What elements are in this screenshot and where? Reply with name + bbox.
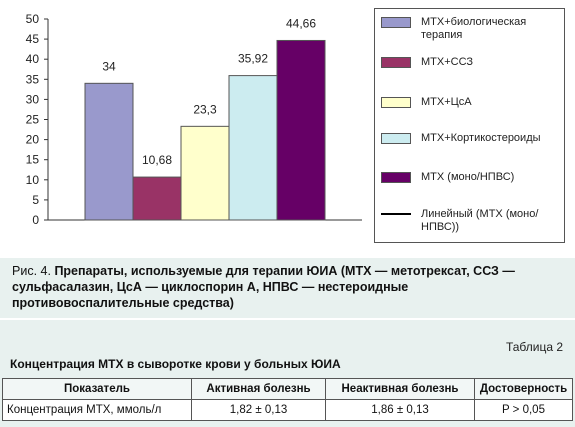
y-tick-label: 50	[26, 12, 40, 26]
legend-label: МТХ+ССЗ	[421, 56, 474, 68]
y-tick-label: 30	[26, 92, 40, 106]
legend-swatch	[381, 133, 411, 144]
y-tick-label: 25	[26, 113, 40, 127]
table-row: Концентрация МТХ, ммоль/л 1,82 ± 0,13 1,…	[2, 399, 573, 421]
legend-label: МТХ+ЦсА	[421, 96, 472, 108]
chart-area: 0 5 10 15 20 25 30 35 40 45 50 34 10,68 23,3 35,92 44,6…	[0, 0, 575, 258]
bar-chart: 0 5 10 15 20 25 30 35 40 45 50 34 10,68 23,3 35,92 44,6…	[26, 12, 362, 227]
legend-label: МТХ (моно/НПВС)	[421, 171, 515, 183]
data-label: 34	[102, 59, 116, 73]
data-label: 10,68	[142, 153, 172, 167]
legend-trendline-swatch	[381, 213, 411, 215]
legend-label: Линейный (МТХ (моно/НПВС))	[421, 208, 539, 233]
data-table: Показатель Активная болезнь Неактивная б…	[2, 378, 573, 421]
y-tick-label: 35	[26, 72, 40, 86]
y-tick-label: 5	[32, 193, 39, 207]
data-label: 44,66	[286, 16, 316, 30]
legend-swatch	[381, 172, 411, 183]
table-section: Таблица 2 Концентрация МТХ в сыворотке к…	[0, 320, 575, 427]
y-tick-label: 15	[26, 153, 40, 167]
y-tick-label: 10	[26, 173, 40, 187]
column-header: Активная болезнь	[191, 378, 326, 400]
y-tick-label: 40	[26, 52, 40, 66]
data-label: 35,92	[238, 52, 268, 66]
bar	[276, 39, 326, 221]
legend-swatch	[381, 57, 411, 68]
figure-frame: 0 5 10 15 20 25 30 35 40 45 50 34 10,68 23,3 35,92 44,6…	[0, 0, 575, 318]
column-header: Неактивная болезнь	[325, 378, 475, 400]
table-header-row: Показатель Активная болезнь Неактивная б…	[2, 378, 573, 400]
table-cell: 1,86 ± 0,13	[325, 399, 475, 421]
chart-legend: МТХ+биологическая терапия МТХ+ССЗ МТХ+Цс…	[374, 8, 565, 243]
legend-swatch	[381, 97, 411, 108]
figure-label: Рис. 4.	[12, 264, 51, 278]
table-title: Концентрация МТХ в сыворотке крови у бол…	[10, 357, 341, 371]
y-tick-label: 20	[26, 133, 40, 147]
y-tick-label: 0	[32, 213, 39, 227]
bar	[132, 176, 182, 221]
bar	[180, 125, 230, 221]
table-cell: Концентрация МТХ, ммоль/л	[2, 399, 192, 421]
figure-caption-text: Препараты, используемые для терапии ЮИА …	[12, 264, 515, 310]
figure-caption: Рис. 4. Препараты, используемые для тера…	[12, 263, 567, 311]
data-label: 23,3	[193, 102, 217, 116]
bar	[84, 82, 134, 221]
table-cell: 1,82 ± 0,13	[191, 399, 326, 421]
legend-label: МТХ+Кортикостероиды	[421, 132, 541, 144]
bar	[228, 75, 278, 221]
table-cell: P > 0,05	[474, 399, 573, 421]
y-tick-label: 45	[26, 32, 40, 46]
column-header: Показатель	[2, 378, 192, 400]
table-number: Таблица 2	[505, 340, 563, 354]
legend-swatch	[381, 17, 411, 28]
column-header: Достоверность	[474, 378, 573, 400]
legend-label: МТХ+биологическая терапия	[421, 16, 527, 41]
